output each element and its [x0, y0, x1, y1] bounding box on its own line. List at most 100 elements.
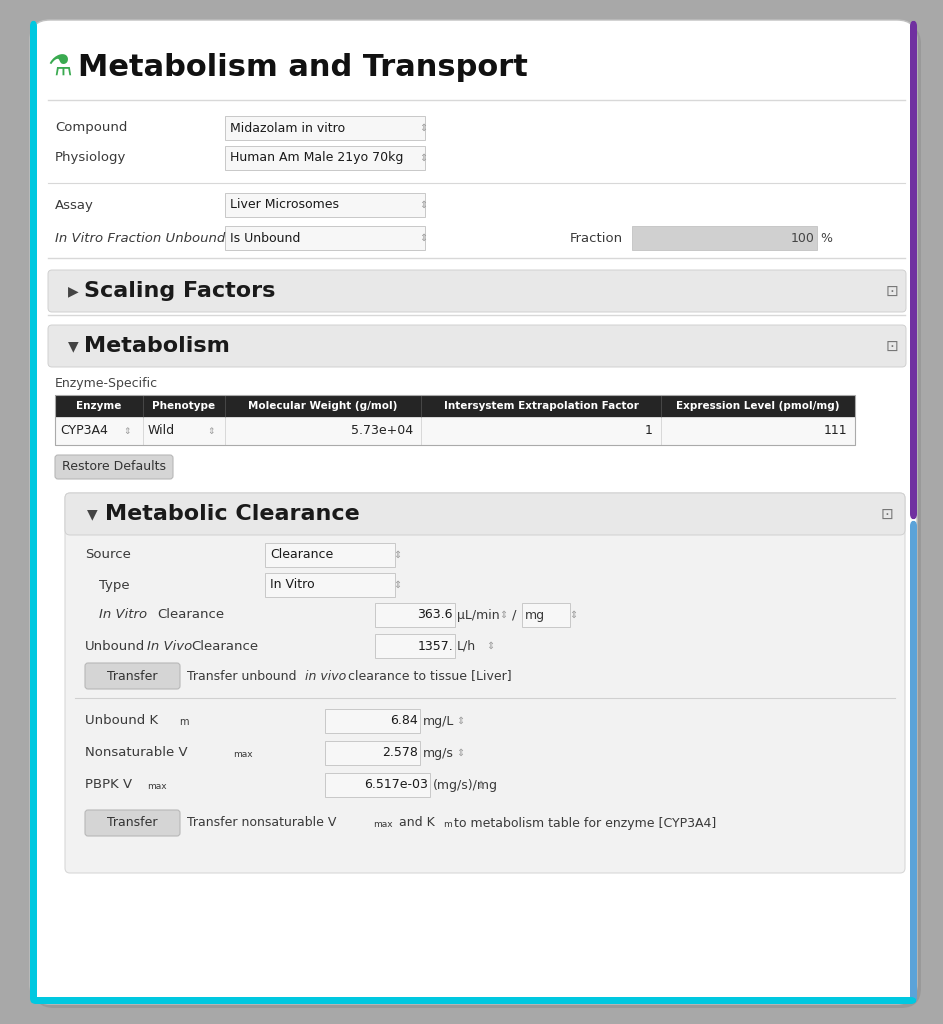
Bar [632, 226, 817, 250]
FancyBboxPatch shape [910, 20, 917, 520]
Text: max: max [373, 820, 392, 829]
Text: in vivo: in vivo [305, 670, 346, 683]
Text: Human Am Male 21yo 70kg: Human Am Male 21yo 70kg [230, 152, 404, 165]
Text: Liver Microsomes: Liver Microsomes [230, 199, 339, 212]
Bar [55, 395, 855, 445]
Text: ⇕: ⇕ [393, 580, 401, 590]
Text: clearance to tissue [Liver]: clearance to tissue [Liver] [348, 670, 512, 683]
Text: ⇕: ⇕ [419, 200, 427, 210]
Bar [325, 741, 420, 765]
Bar [265, 573, 395, 597]
Text: 1357.: 1357. [417, 640, 453, 652]
Text: Assay: Assay [55, 199, 94, 212]
Text: ▼: ▼ [87, 507, 98, 521]
Text: Transfer nonsaturable V: Transfer nonsaturable V [187, 816, 337, 829]
Text: Expression Level (pmol/mg): Expression Level (pmol/mg) [676, 401, 840, 411]
Text: Is Unbound: Is Unbound [230, 231, 301, 245]
Text: /: / [512, 608, 517, 622]
Text: Intersystem Extrapolation Factor: Intersystem Extrapolation Factor [443, 401, 638, 411]
Text: Physiology: Physiology [55, 152, 126, 165]
Text: ⊡: ⊡ [885, 284, 899, 299]
Text: Fraction: Fraction [570, 231, 623, 245]
Text: ⊡: ⊡ [885, 339, 899, 353]
Text: Scaling Factors: Scaling Factors [84, 281, 275, 301]
Text: ⇕: ⇕ [569, 610, 577, 620]
Text: Transfer unbound: Transfer unbound [187, 670, 296, 683]
Text: Midazolam in vitro: Midazolam in vitro [230, 122, 345, 134]
FancyBboxPatch shape [34, 24, 921, 1008]
Text: m: m [179, 717, 189, 727]
Text: 100: 100 [791, 231, 815, 245]
Text: Restore Defaults: Restore Defaults [62, 461, 166, 473]
Text: ⇕: ⇕ [419, 123, 427, 133]
Text: In Vitro: In Vitro [99, 608, 147, 622]
Text: 2.578: 2.578 [382, 746, 418, 760]
Text: ▶: ▶ [68, 284, 78, 298]
Text: Unbound K: Unbound K [85, 715, 158, 727]
Text: Enzyme-Specific: Enzyme-Specific [55, 377, 158, 389]
Text: In Vitro: In Vitro [270, 579, 315, 592]
Text: ⚗: ⚗ [47, 54, 73, 82]
FancyBboxPatch shape [30, 20, 37, 1004]
Text: In Vitro Fraction Unbound: In Vitro Fraction Unbound [55, 231, 225, 245]
Text: mg: mg [525, 608, 545, 622]
Text: Unbound: Unbound [85, 640, 145, 652]
Text: Enzyme: Enzyme [76, 401, 122, 411]
Text: and K: and K [395, 816, 435, 829]
Text: Compound: Compound [55, 122, 127, 134]
Text: Clearance: Clearance [157, 608, 224, 622]
Bar [522, 603, 570, 627]
Text: Metabolism and Transport: Metabolism and Transport [78, 53, 528, 83]
FancyBboxPatch shape [30, 20, 917, 1004]
Bar [375, 603, 455, 627]
Text: to metabolism table for enzyme [CYP3A4]: to metabolism table for enzyme [CYP3A4] [450, 816, 717, 829]
FancyBboxPatch shape [55, 455, 173, 479]
FancyBboxPatch shape [65, 493, 905, 535]
FancyBboxPatch shape [65, 493, 905, 873]
Text: In Vivo: In Vivo [147, 640, 192, 652]
Text: mg/L: mg/L [423, 715, 455, 727]
Text: Wild: Wild [148, 425, 175, 437]
Bar [225, 146, 425, 170]
Text: Molecular Weight (g/mol): Molecular Weight (g/mol) [248, 401, 398, 411]
FancyBboxPatch shape [85, 663, 180, 689]
Text: L/h: L/h [457, 640, 476, 652]
Text: ⇕: ⇕ [124, 427, 131, 435]
Bar [265, 543, 395, 567]
Text: Transfer: Transfer [107, 670, 157, 683]
Text: (mg/s)/mg: (mg/s)/mg [433, 778, 498, 792]
Bar [225, 226, 425, 250]
Text: 6.517e-03: 6.517e-03 [364, 778, 428, 792]
Text: ⇕: ⇕ [419, 153, 427, 163]
Text: Transfer: Transfer [107, 816, 157, 829]
FancyBboxPatch shape [85, 810, 180, 836]
Bar [55, 417, 855, 445]
Text: %: % [820, 231, 832, 245]
Text: ⇕: ⇕ [393, 550, 401, 560]
Text: Phenotype: Phenotype [153, 401, 216, 411]
Text: ⇕: ⇕ [476, 780, 484, 790]
Text: Nonsaturable V: Nonsaturable V [85, 746, 188, 760]
Bar [225, 116, 425, 140]
Text: ⇕: ⇕ [499, 610, 507, 620]
Bar [325, 709, 420, 733]
FancyBboxPatch shape [48, 270, 906, 312]
Text: μL/min: μL/min [457, 608, 500, 622]
Text: Clearance: Clearance [270, 549, 333, 561]
Text: CYP3A4: CYP3A4 [60, 425, 108, 437]
Bar [55, 395, 855, 417]
FancyBboxPatch shape [30, 997, 917, 1004]
Text: max: max [233, 750, 253, 759]
FancyBboxPatch shape [48, 325, 906, 367]
Text: Clearance: Clearance [191, 640, 258, 652]
Bar [225, 193, 425, 217]
Text: m: m [443, 820, 452, 829]
Text: 1: 1 [645, 425, 653, 437]
Text: ⇕: ⇕ [207, 427, 215, 435]
Text: Source: Source [85, 549, 131, 561]
Text: ⊡: ⊡ [881, 507, 893, 521]
Text: Metabolic Clearance: Metabolic Clearance [105, 504, 359, 524]
Text: 363.6: 363.6 [418, 608, 453, 622]
Text: ⇕: ⇕ [419, 233, 427, 243]
Text: ⇕: ⇕ [455, 748, 464, 758]
